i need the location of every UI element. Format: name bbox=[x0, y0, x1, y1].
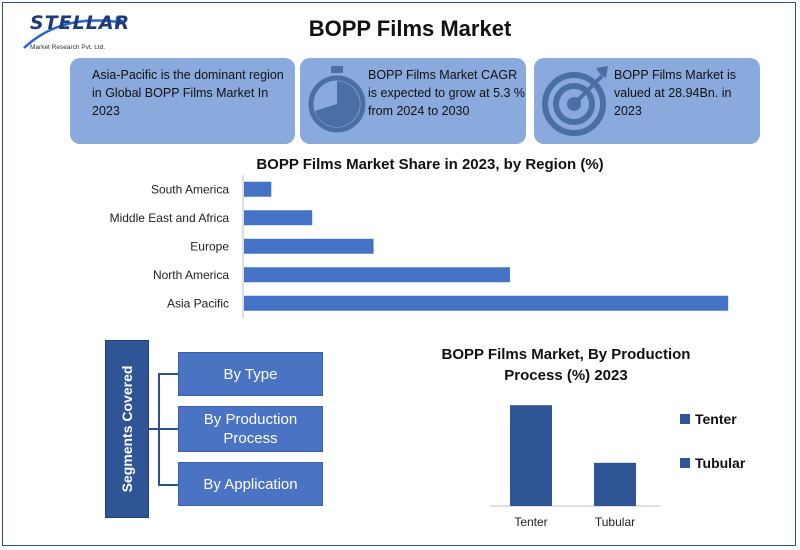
segments-covered-label: Segments Covered bbox=[105, 340, 149, 518]
region-tick-label: Asia Pacific bbox=[167, 296, 229, 310]
region-tick-label: North America bbox=[153, 268, 229, 282]
page-title: BOPP Films Market bbox=[308, 16, 512, 41]
process-tick-label: Tubular bbox=[595, 515, 635, 529]
region-bar bbox=[244, 210, 313, 226]
connector-line bbox=[158, 428, 178, 430]
connector-line bbox=[158, 484, 178, 486]
info-card-valuation: BOPP Films Market is valued at 28.94Bn. … bbox=[534, 58, 760, 144]
region-bar bbox=[244, 181, 272, 197]
region-tick-label: Europe bbox=[190, 239, 229, 253]
process-bar bbox=[594, 462, 636, 506]
legend-label: Tenter bbox=[695, 411, 737, 427]
stellar-logo: STELLAR Market Research Pvt. Ltd. bbox=[20, 8, 130, 58]
info-card-region: Asia-Pacific is the dominant region in G… bbox=[70, 58, 295, 144]
connector-line bbox=[158, 373, 178, 375]
region-bar bbox=[244, 295, 729, 311]
region-tick-label: South America bbox=[151, 182, 229, 196]
legend-swatch bbox=[680, 414, 690, 424]
legend-swatch bbox=[680, 458, 690, 468]
legend-label: Tubular bbox=[695, 455, 746, 471]
info-card-cagr: BOPP Films Market CAGR is expected to gr… bbox=[300, 58, 526, 144]
target-icon bbox=[542, 66, 608, 136]
info-card-text: BOPP Films Market is valued at 28.94Bn. … bbox=[614, 68, 737, 118]
logo-subtitle: Market Research Pvt. Ltd. bbox=[30, 44, 106, 51]
logo-swoosh-icon bbox=[23, 16, 126, 49]
stopwatch-icon bbox=[308, 66, 366, 133]
process-tick-label: Tenter bbox=[514, 515, 547, 529]
connector-line bbox=[149, 428, 159, 430]
process-chart-title: BOPP Films Market, By Production Process… bbox=[441, 346, 691, 384]
info-card-text: Asia-Pacific is the dominant region in G… bbox=[92, 68, 284, 118]
region-chart-title: BOPP Films Market Share in 2023, by Regi… bbox=[256, 156, 604, 173]
region-bar bbox=[244, 267, 510, 283]
region-bar bbox=[244, 238, 374, 254]
segment-by-application: By Application bbox=[178, 462, 323, 506]
segment-by-type: By Type bbox=[178, 352, 323, 396]
info-card-text: BOPP Films Market CAGR is expected to gr… bbox=[368, 68, 526, 118]
region-tick-label: Middle East and Africa bbox=[110, 211, 230, 225]
region-bar-chart: South America Middle East and Africa Europ… bbox=[110, 175, 729, 318]
segment-by-production-process: By Production Process bbox=[178, 406, 323, 452]
logo-brand: STELLAR bbox=[30, 12, 131, 34]
process-bar bbox=[510, 405, 552, 506]
